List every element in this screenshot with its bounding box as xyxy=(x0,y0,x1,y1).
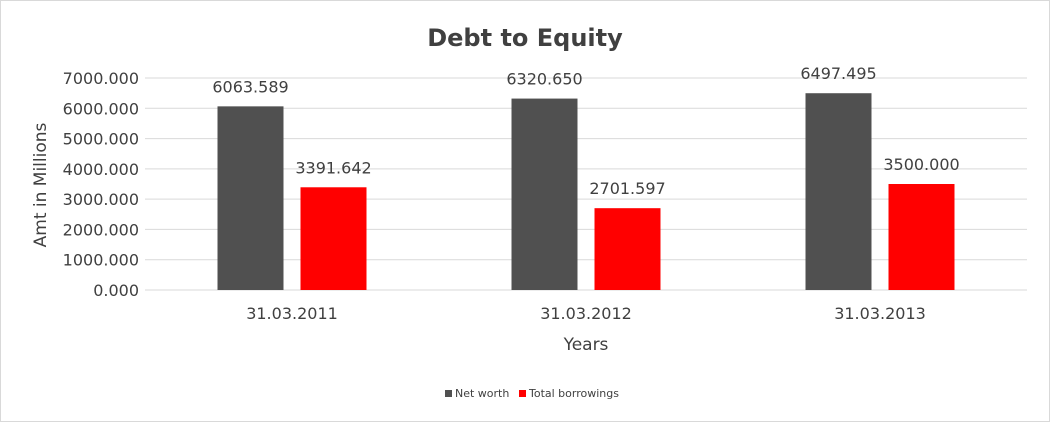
y-tick-label: 1000.000 xyxy=(63,251,139,270)
y-tick-label: 3000.000 xyxy=(63,190,139,209)
bar-net-worth xyxy=(511,98,578,290)
legend-swatch xyxy=(445,390,452,397)
bar-total-borrowings xyxy=(594,208,661,290)
y-tick-label: 0.000 xyxy=(93,281,139,300)
y-tick-label: 4000.000 xyxy=(63,160,139,179)
legend-label: Total borrowings xyxy=(528,387,619,400)
legend-label: Net worth xyxy=(455,387,509,400)
bar-net-worth xyxy=(805,93,872,290)
x-tick-label: 31.03.2011 xyxy=(246,304,338,323)
x-axis-label: Years xyxy=(563,335,609,355)
y-axis-label: Amt in Millions xyxy=(31,122,51,247)
bar-total-borrowings xyxy=(888,184,955,290)
y-tick-label: 2000.000 xyxy=(63,220,139,239)
data-label: 2701.597 xyxy=(589,179,665,198)
x-tick-label: 31.03.2012 xyxy=(540,304,632,323)
data-label: 6320.650 xyxy=(506,70,582,89)
data-label: 6497.495 xyxy=(800,64,876,83)
y-tick-label: 5000.000 xyxy=(63,130,139,149)
data-label: 6063.589 xyxy=(212,77,288,96)
chart-title: Debt to Equity xyxy=(427,24,623,52)
y-tick-label: 6000.000 xyxy=(63,99,139,118)
y-tick-label: 7000.000 xyxy=(63,69,139,88)
bar-total-borrowings xyxy=(300,187,367,290)
data-label: 3391.642 xyxy=(295,158,371,177)
data-label: 3500.000 xyxy=(883,155,959,174)
bar-net-worth xyxy=(217,106,284,290)
x-tick-label: 31.03.2013 xyxy=(834,304,926,323)
legend-swatch xyxy=(519,390,526,397)
